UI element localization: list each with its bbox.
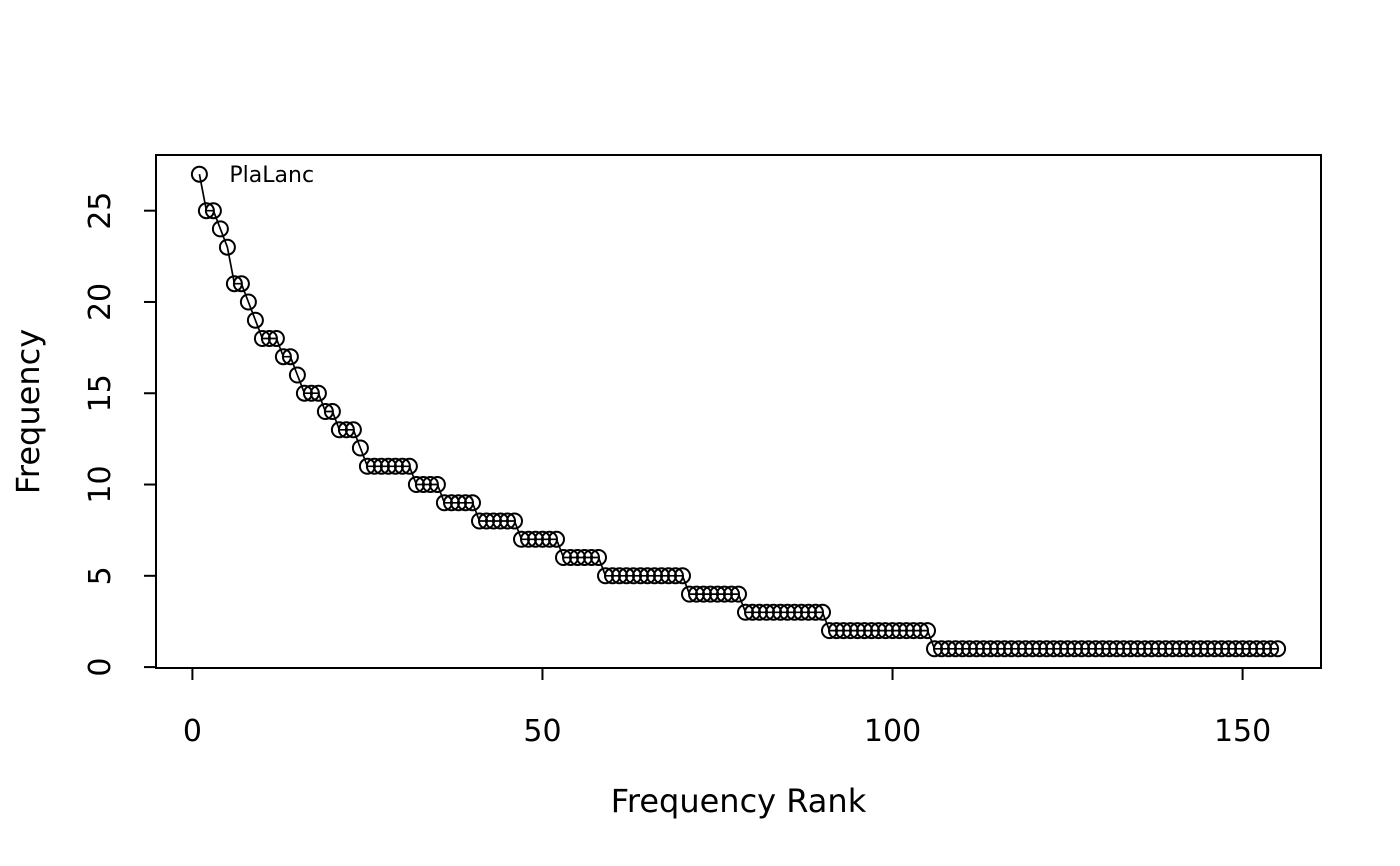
data-point [302, 384, 320, 402]
data-point [464, 494, 481, 512]
point-label-plalanc: PlaLanc [229, 163, 314, 188]
data-point [393, 457, 411, 475]
data-point [506, 512, 523, 530]
data-point [190, 165, 208, 183]
data-point [541, 530, 558, 548]
data-point [337, 421, 355, 439]
y-tick-label: 15 [83, 374, 118, 412]
data-point [912, 622, 929, 640]
data-point [274, 348, 292, 366]
plot-area-border [155, 154, 1322, 669]
data-point [246, 311, 264, 329]
data-point [1262, 640, 1280, 658]
x-tick-label: 150 [1214, 714, 1271, 749]
data-point [281, 348, 299, 366]
x-axis-ticks: 0 50 100 150 [183, 668, 1271, 749]
data-point [499, 512, 516, 530]
x-tick-label: 50 [523, 714, 561, 749]
series-line [198, 174, 1278, 650]
data-point [323, 403, 341, 420]
data-point [351, 439, 369, 457]
y-tick-label: 10 [83, 465, 118, 503]
data-point [583, 549, 600, 566]
data-point [316, 403, 334, 420]
data-point [239, 293, 257, 311]
data-point [260, 330, 278, 347]
data-point [197, 202, 215, 220]
data-point [344, 421, 362, 439]
y-tick-label: 25 [83, 192, 118, 230]
y-axis-title: Frequency [9, 329, 47, 494]
data-series [190, 165, 1287, 658]
data-point [218, 238, 236, 256]
data-point [1269, 640, 1287, 658]
data-point [421, 476, 439, 493]
data-point [204, 202, 222, 220]
data-point [667, 567, 684, 585]
data-point [730, 585, 747, 603]
data-point [723, 585, 740, 603]
data-point [225, 275, 243, 293]
x-axis-title: Frequency Rank [611, 782, 867, 820]
data-point [232, 275, 250, 293]
y-tick-label: 0 [83, 658, 118, 677]
data-point [674, 567, 691, 585]
data-point [457, 494, 474, 512]
y-tick-label: 5 [83, 566, 118, 585]
data-point [400, 457, 418, 475]
data-point [548, 530, 565, 548]
x-tick-label: 100 [864, 714, 921, 749]
data-point [428, 476, 446, 493]
data-point [267, 330, 285, 347]
data-point [288, 366, 306, 384]
x-tick-label: 0 [183, 714, 202, 749]
data-point [807, 603, 824, 621]
data-point [814, 603, 831, 621]
y-tick-label: 20 [83, 283, 118, 321]
data-point [590, 549, 607, 566]
y-axis-ticks: 0 5 10 15 20 25 [83, 192, 156, 677]
data-point [309, 384, 327, 402]
data-point [919, 622, 936, 640]
data-point [211, 220, 229, 238]
